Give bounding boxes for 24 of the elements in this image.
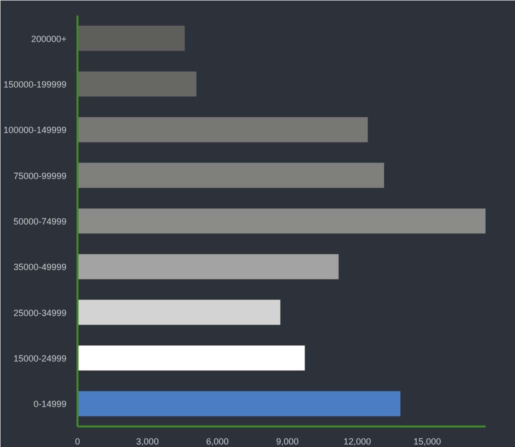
y-tick-label: 100000-149999 [3, 125, 66, 136]
y-tick-label: 0-14999 [33, 399, 66, 410]
x-tick-label: 0 [74, 436, 80, 446]
bar [78, 117, 368, 142]
x-tick-label: 15,000 [413, 436, 441, 446]
bar [78, 300, 280, 325]
y-tick-label: 15000-24999 [13, 354, 67, 364]
y-tick-label: 200000+ [31, 34, 67, 44]
y-tick-label: 35000-49999 [13, 262, 67, 272]
bar [78, 26, 185, 51]
bar [78, 345, 305, 371]
bar [78, 208, 486, 234]
y-tick-label: 75000-99999 [13, 170, 67, 181]
y-tick-label: 150000-199999 [3, 80, 66, 90]
bar [78, 254, 339, 280]
bar [78, 71, 196, 97]
bar [78, 162, 384, 188]
x-tick-label: 9,000 [276, 436, 299, 446]
x-tick-label: 12,000 [344, 436, 372, 446]
bar [78, 391, 400, 416]
y-tick-label: 50000-74999 [13, 216, 67, 226]
y-tick-label: 25000-34999 [13, 308, 67, 318]
x-tick-label: 3,000 [136, 436, 159, 446]
x-tick-label: 6,000 [206, 436, 229, 446]
